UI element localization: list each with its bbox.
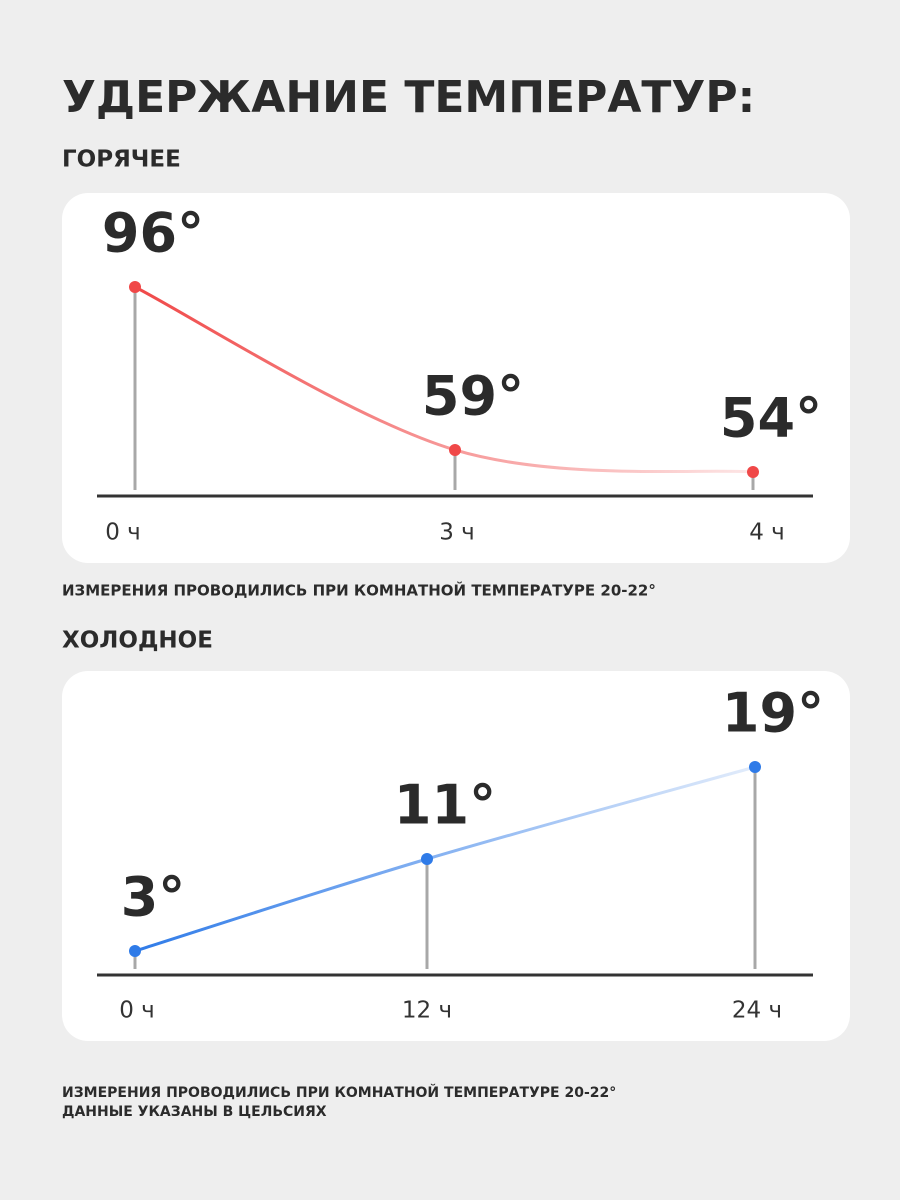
value-label: 3° (121, 866, 186, 929)
x-tick-label: 12 ч (402, 998, 452, 1024)
point (747, 466, 759, 478)
value-label: 54° (720, 387, 822, 450)
point (129, 281, 141, 293)
chart-title: ХОЛОДНОЕ (62, 628, 213, 654)
point (421, 853, 433, 865)
card (62, 671, 850, 1041)
note: ДАННЫЕ УКАЗАНЫ В ЦЕЛЬСИЯХ (62, 1104, 327, 1120)
value-label: 19° (722, 682, 824, 745)
chart-title: ГОРЯЧЕЕ (62, 147, 181, 173)
x-tick-label: 0 ч (119, 998, 155, 1024)
point (749, 761, 761, 773)
point (129, 945, 141, 957)
note: ИЗМЕРЕНИЯ ПРОВОДИЛИСЬ ПРИ КОМНАТНОЙ ТЕМП… (62, 1084, 616, 1101)
x-tick-label: 3 ч (439, 520, 475, 546)
value-label: 11° (394, 774, 496, 837)
x-tick-label: 24 ч (732, 998, 782, 1024)
point (449, 443, 461, 456)
page-title: УДЕРЖАНИЕ ТЕМПЕРАТУР: (62, 72, 755, 123)
value-label: 59° (422, 365, 524, 428)
x-tick-label: 4 ч (749, 520, 785, 546)
value-label: 96° (102, 202, 204, 265)
note: ИЗМЕРЕНИЯ ПРОВОДИЛИСЬ ПРИ КОМНАТНОЙ ТЕМП… (62, 581, 656, 600)
x-tick-label: 0 ч (105, 520, 141, 546)
